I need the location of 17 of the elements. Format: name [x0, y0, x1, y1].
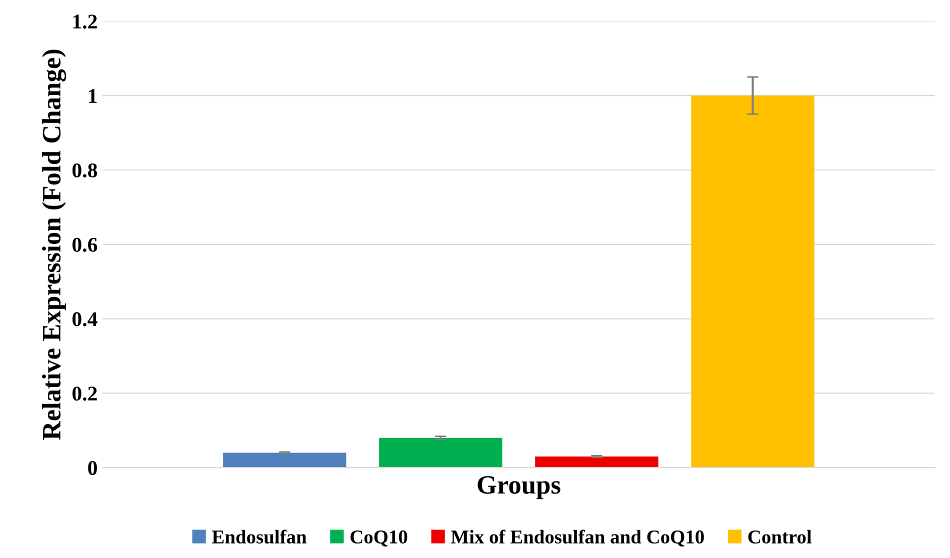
- bar: [691, 96, 814, 468]
- bar: [223, 452, 346, 468]
- y-tick-label: 1: [88, 89, 97, 103]
- x-axis-title: Groups: [478, 476, 560, 500]
- legend-label: Control: [748, 530, 812, 544]
- y-tick-label: 0: [88, 460, 97, 476]
- legend-label: Endosulfan: [212, 530, 307, 544]
- y-axis-title: Relative Expression (Fold Change): [42, 50, 66, 440]
- legend-label: Mix of Endosulfan and CoQ10: [451, 530, 704, 547]
- y-tick-label: 0.6: [72, 238, 98, 252]
- y-tick-label: 0.2: [72, 386, 97, 401]
- y-tick-label: 1.2: [73, 14, 97, 29]
- bar: [535, 456, 658, 468]
- legend-label: CoQ10: [350, 530, 408, 547]
- y-tick-label: 0.8: [72, 163, 98, 178]
- bar: [379, 438, 502, 468]
- y-tick-label: 0.4: [72, 312, 98, 326]
